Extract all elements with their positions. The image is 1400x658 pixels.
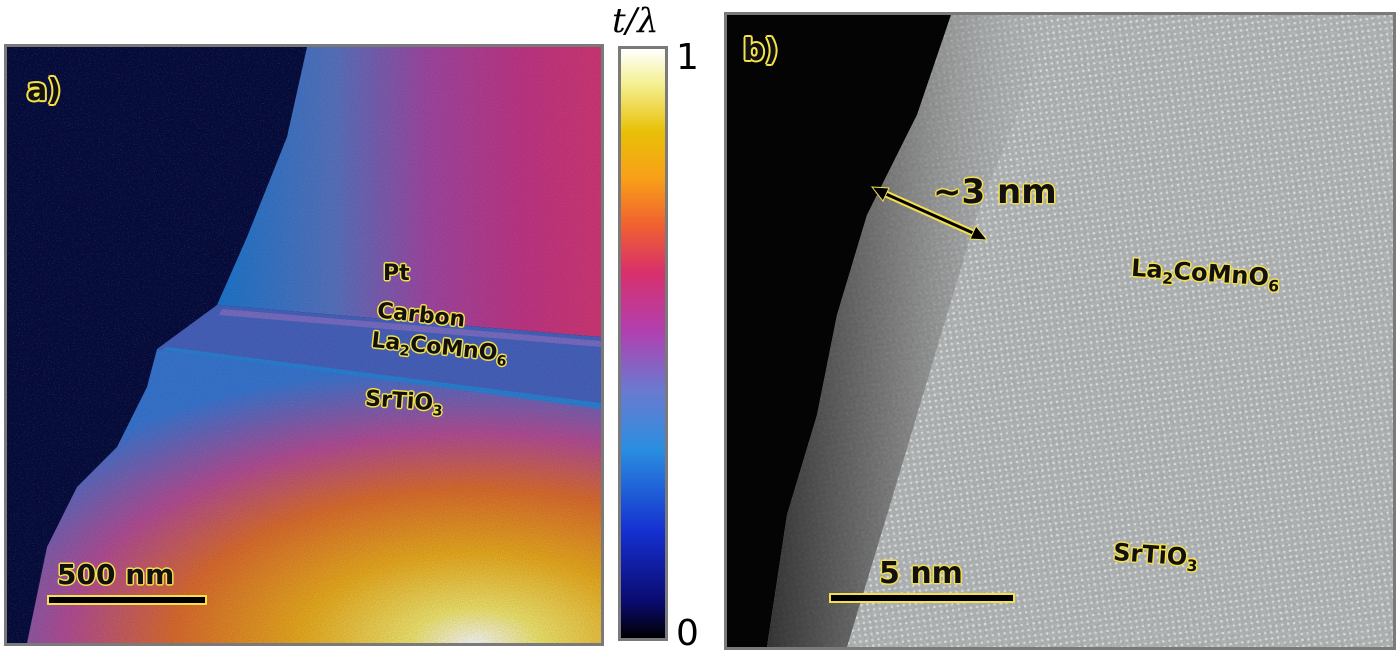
scalebar-b <box>829 593 1015 603</box>
colorbar-min-label: 0 <box>676 613 699 654</box>
thickness-map-image <box>7 47 601 643</box>
scalebar-b-label: 5 nm <box>879 556 963 591</box>
colorbar-title: t/λ <box>612 1 659 41</box>
srtio3-label: SrTiO3 <box>364 386 443 420</box>
thickness-arrow <box>870 186 989 241</box>
scalebar-a <box>47 595 207 605</box>
colorbar-max-label: 1 <box>676 37 699 78</box>
srtio3-label-b: SrTiO3 <box>1112 538 1199 576</box>
panel-a-letter: a) <box>27 73 61 108</box>
hrtem-image <box>727 15 1393 647</box>
scalebar-a-label: 500 nm <box>57 558 175 591</box>
hrtem-panel: b) ~3 nm La2CoMnO6 SrTiO3 5 nm <box>724 12 1396 650</box>
thickness-map-panel: a) Pt Carbon La2CoMnO6 SrTiO3 500 nm <box>4 44 604 646</box>
thickness-label: ~3 nm <box>933 172 1057 212</box>
panel-b-letter: b) <box>743 33 779 68</box>
colorbar <box>618 46 668 641</box>
pt-label: Pt <box>383 261 410 286</box>
